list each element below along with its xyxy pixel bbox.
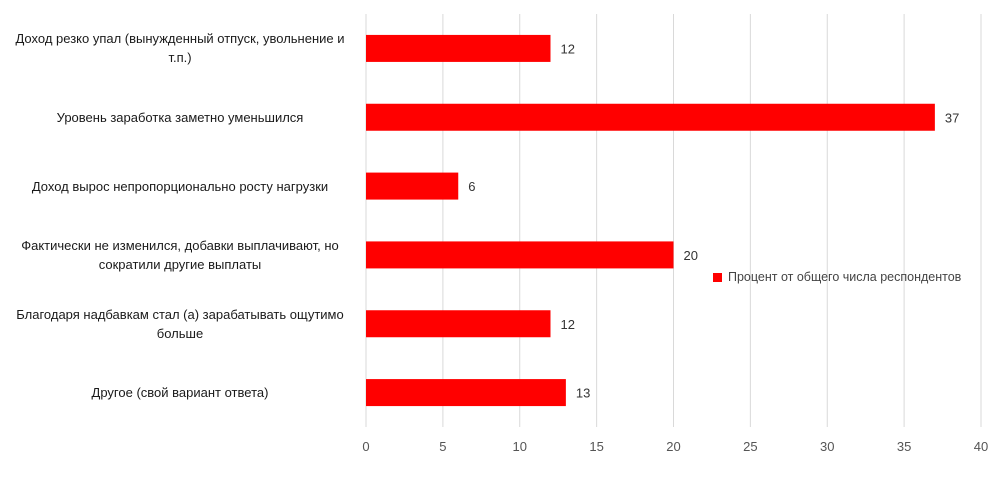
category-label: Уровень заработка заметно уменьшился [56,109,304,125]
data-label: 12 [561,317,575,332]
x-tick-label: 35 [897,439,911,454]
data-label: 13 [576,386,590,401]
legend-label: Процент от общего числа респондентов [728,270,962,284]
bar [366,241,674,269]
data-label: 37 [945,110,959,125]
data-label: 6 [468,179,475,194]
category-label: Доход вырос непропорционально росту нагр… [31,178,329,194]
category-label: Другое (свой вариант ответа) [91,385,269,401]
x-tick-label: 5 [439,439,446,454]
category-label: Фактически не изменился, добавки выплачи… [21,237,339,272]
x-tick-label: 25 [743,439,757,454]
x-tick-label: 0 [362,439,369,454]
legend: Процент от общего числа респондентов [713,270,961,284]
x-tick-label: 30 [820,439,834,454]
x-tick-label: 10 [513,439,527,454]
legend-swatch [713,272,722,282]
category-label: Доход резко упал (вынужденный отпуск, ув… [15,31,345,66]
bar [366,310,551,338]
category-label: Благодаря надбавкам стал (а) зарабатыват… [16,306,344,341]
bar [366,172,459,200]
data-label: 20 [684,248,698,263]
bar [366,34,551,62]
x-tick-label: 20 [666,439,680,454]
bar [366,103,935,131]
x-tick-label: 15 [589,439,603,454]
x-tick-label: 40 [974,439,988,454]
data-label: 12 [561,41,575,56]
bar [366,379,566,407]
